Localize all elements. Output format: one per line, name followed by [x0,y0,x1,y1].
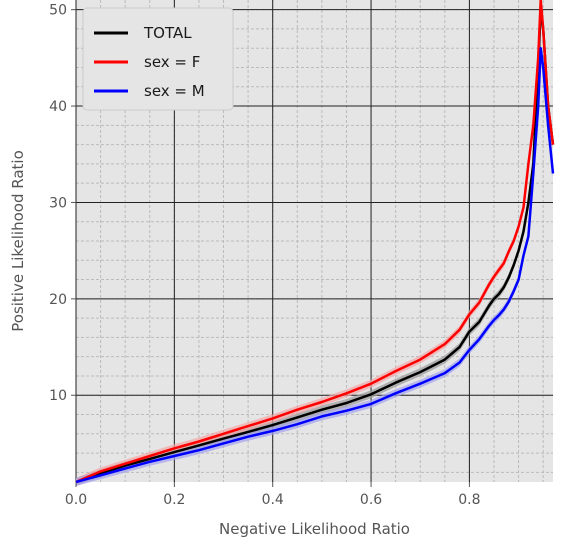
series-line-0 [75,8,555,484]
y-tick-label: 40 [49,99,67,115]
series-line-1 [75,0,555,484]
x-axis-label: Negative Likelihood Ratio [219,520,410,538]
legend: TOTAL sex = F sex = M [82,7,234,111]
major-grid [75,0,553,482]
y-axis-label: Positive Likelihood Ratio [9,150,27,332]
legend-label-male: sex = M [144,82,205,100]
axis-ticks: 0.0 0.2 0.4 0.6 0.8 10 20 30 40 50 [49,3,480,508]
band-2 [76,44,553,486]
x-tick-label: 0.2 [163,492,185,508]
x-tick-label: 0.4 [262,492,284,508]
x-tick-label: 0.8 [458,492,480,508]
legend-label-female: sex = F [144,53,200,71]
x-tick-label: 0.0 [65,492,87,508]
series-lines [75,0,555,484]
series-line-2 [75,46,555,484]
y-tick-label: 20 [49,292,67,308]
y-tick-label: 30 [49,195,67,211]
y-tick-label: 10 [49,388,67,404]
x-tick-label: 0.6 [360,492,382,508]
legend-label-total: TOTAL [143,24,192,42]
y-tick-label: 50 [49,3,67,19]
